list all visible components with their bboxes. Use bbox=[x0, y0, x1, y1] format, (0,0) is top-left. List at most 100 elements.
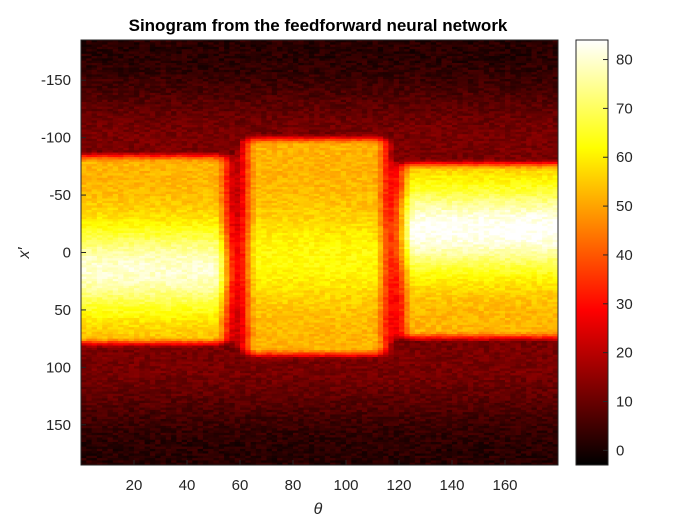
heatmap-cell bbox=[81, 69, 87, 73]
heatmap-cell bbox=[420, 51, 427, 55]
heatmap-cell bbox=[255, 111, 262, 115]
heatmap-cell bbox=[139, 99, 146, 103]
heatmap-cell bbox=[240, 108, 246, 112]
heatmap-cell bbox=[234, 81, 241, 85]
heatmap-cell bbox=[144, 106, 151, 110]
heatmap-cell bbox=[319, 49, 326, 53]
heatmap-cell bbox=[436, 95, 442, 99]
heatmap-cell bbox=[293, 65, 299, 69]
heatmap-cell bbox=[213, 56, 220, 59]
heatmap-cell bbox=[356, 95, 363, 99]
heatmap-cell bbox=[420, 83, 427, 87]
heatmap-cell bbox=[542, 42, 548, 46]
heatmap-cell bbox=[271, 60, 278, 64]
heatmap-cell bbox=[430, 111, 437, 115]
heatmap-cell bbox=[245, 44, 252, 48]
heatmap-cell bbox=[123, 76, 130, 80]
heatmap-cell bbox=[218, 81, 225, 85]
heatmap-cell bbox=[271, 88, 278, 92]
heatmap-cell bbox=[399, 46, 405, 50]
heatmap-cell bbox=[441, 108, 448, 112]
heatmap-cell bbox=[462, 111, 469, 115]
heatmap-cell bbox=[128, 40, 135, 43]
heatmap-cell bbox=[234, 65, 241, 69]
heatmap-cell bbox=[457, 53, 464, 57]
heatmap-cell bbox=[494, 67, 501, 71]
heatmap-cell bbox=[542, 88, 548, 92]
heatmap-cell bbox=[277, 62, 283, 66]
heatmap-cell bbox=[245, 42, 252, 46]
heatmap-cell bbox=[102, 69, 109, 73]
heatmap-cell bbox=[494, 58, 501, 62]
heatmap-cell bbox=[123, 88, 130, 92]
heatmap-cell bbox=[372, 44, 379, 48]
heatmap-cell bbox=[181, 72, 188, 76]
heatmap-cell bbox=[128, 51, 135, 55]
heatmap-cell bbox=[552, 79, 558, 82]
heatmap-cell bbox=[489, 72, 495, 76]
heatmap-cell bbox=[86, 83, 93, 87]
heatmap-cell bbox=[245, 74, 252, 78]
heatmap-cell bbox=[409, 74, 416, 78]
heatmap-cell bbox=[139, 53, 146, 57]
heatmap-cell bbox=[271, 99, 278, 103]
heatmap-cell bbox=[383, 49, 389, 53]
heatmap-cell bbox=[245, 95, 252, 99]
heatmap-cell bbox=[202, 83, 209, 87]
heatmap-cell bbox=[393, 83, 400, 87]
heatmap-cell bbox=[224, 99, 230, 103]
heatmap-cell bbox=[409, 97, 416, 101]
heatmap-cell bbox=[467, 42, 474, 46]
heatmap-cell bbox=[414, 85, 421, 89]
heatmap-cell bbox=[388, 49, 395, 53]
heatmap-cell bbox=[393, 67, 400, 71]
heatmap-cell bbox=[319, 56, 326, 59]
heatmap-cell bbox=[335, 44, 342, 48]
heatmap-cell bbox=[367, 95, 374, 99]
heatmap-cell bbox=[91, 81, 98, 85]
heatmap-cell bbox=[112, 60, 119, 64]
heatmap-cell bbox=[330, 56, 336, 59]
heatmap-cell bbox=[324, 97, 331, 101]
heatmap-cell bbox=[176, 65, 183, 69]
heatmap-cell bbox=[393, 76, 400, 80]
heatmap-cell bbox=[483, 92, 490, 96]
heatmap-cell bbox=[340, 102, 347, 105]
heatmap-cell bbox=[494, 65, 501, 69]
heatmap-cell bbox=[510, 83, 517, 87]
heatmap-cell bbox=[462, 58, 469, 62]
heatmap-cell bbox=[81, 62, 87, 66]
heatmap-cell bbox=[155, 62, 162, 66]
heatmap-cell bbox=[250, 76, 257, 80]
heatmap-cell bbox=[330, 40, 336, 43]
heatmap-cell bbox=[165, 56, 172, 59]
heatmap-cell bbox=[404, 85, 411, 89]
heatmap-cell bbox=[271, 90, 278, 94]
heatmap-cell bbox=[91, 58, 98, 62]
heatmap-cell bbox=[372, 104, 379, 108]
heatmap-cell bbox=[457, 81, 464, 85]
heatmap-cell bbox=[324, 102, 331, 105]
heatmap-cell bbox=[298, 95, 305, 99]
heatmap-cell bbox=[303, 67, 310, 71]
heatmap-cell bbox=[81, 115, 87, 119]
heatmap-cell bbox=[266, 44, 273, 48]
heatmap-cell bbox=[340, 44, 347, 48]
heatmap-cell bbox=[86, 46, 93, 50]
heatmap-cell bbox=[139, 67, 146, 71]
heatmap-cell bbox=[473, 69, 480, 73]
heatmap-cell bbox=[489, 113, 495, 117]
heatmap-cell bbox=[218, 95, 225, 99]
heatmap-cell bbox=[446, 102, 453, 105]
heatmap-cell bbox=[213, 115, 220, 119]
heatmap-cell bbox=[393, 79, 400, 82]
heatmap-cell bbox=[505, 106, 511, 110]
heatmap-cell bbox=[409, 60, 416, 64]
heatmap-cell bbox=[425, 95, 432, 99]
heatmap-cell bbox=[155, 88, 162, 92]
heatmap-cell bbox=[335, 76, 342, 80]
heatmap-cell bbox=[351, 51, 358, 55]
heatmap-cell bbox=[107, 102, 114, 105]
heatmap-cell bbox=[425, 92, 432, 96]
heatmap-cell bbox=[112, 99, 119, 103]
